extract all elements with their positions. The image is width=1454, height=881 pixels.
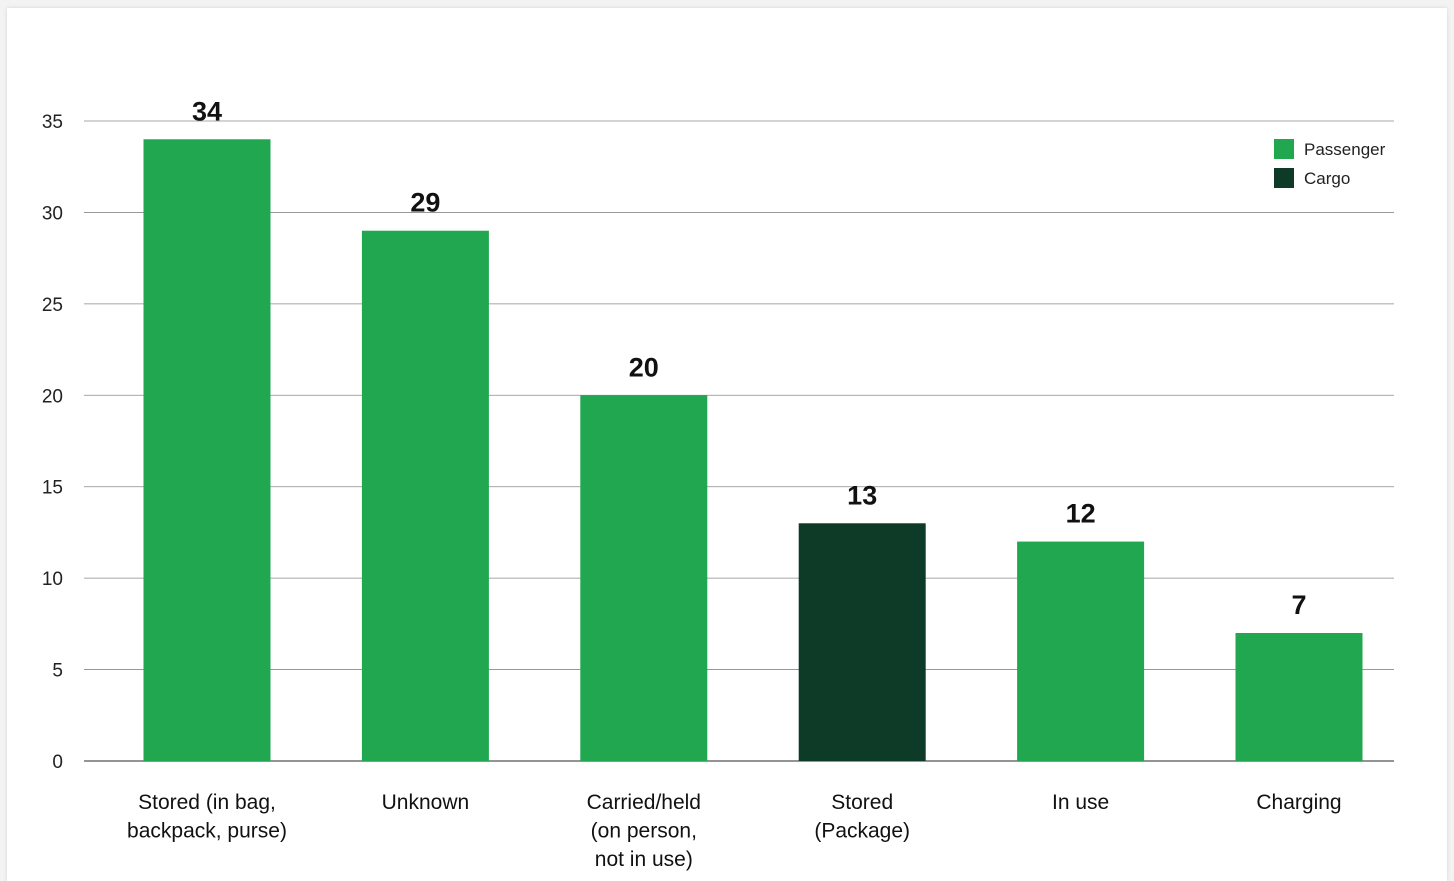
legend-label: Cargo (1304, 169, 1350, 188)
y-tick-label: 20 (42, 386, 63, 407)
bars (143, 139, 1363, 762)
x-tick-label: Charging (1256, 791, 1341, 814)
gridlines (84, 120, 1394, 762)
legend: Passenger Cargo (1274, 139, 1386, 188)
x-axis-categories: Stored (in bag, backpack, purse) Unknown Ca… (127, 791, 1342, 871)
bar-passenger (361, 230, 489, 761)
x-tick-label: Stored (in bag, backpack, purse) (127, 791, 287, 843)
data-labels: 34 29 20 13 12 7 (192, 96, 1307, 620)
x-tick-label: Stored (Package) (814, 791, 910, 843)
data-label: 29 (410, 188, 440, 218)
legend-label: Passenger (1304, 140, 1386, 159)
legend-swatch (1274, 168, 1294, 188)
data-label: 13 (847, 480, 877, 510)
data-label: 20 (629, 352, 659, 382)
bar-passenger (143, 139, 271, 762)
x-tick-label: Carried/held (on person, not in use) (587, 791, 701, 871)
y-tick-label: 35 (42, 112, 63, 133)
x-tick-label: Unknown (382, 791, 470, 814)
y-tick-label: 25 (42, 295, 63, 316)
y-tick-label: 5 (52, 661, 63, 682)
bar-cargo (798, 523, 926, 761)
data-label: 7 (1291, 590, 1306, 620)
bar-passenger (1017, 541, 1145, 761)
y-tick-label: 30 (42, 203, 63, 224)
y-axis-ticks: 0 5 10 15 20 25 30 35 (42, 112, 63, 773)
y-tick-label: 15 (42, 478, 63, 499)
y-tick-label: 10 (42, 569, 63, 590)
x-tick-label: In use (1052, 791, 1109, 814)
bar-passenger (580, 395, 708, 761)
y-tick-label: 0 (52, 752, 63, 773)
data-label: 12 (1066, 499, 1096, 529)
data-label: 34 (192, 96, 222, 126)
legend-swatch (1274, 139, 1294, 159)
bar-passenger (1235, 633, 1363, 761)
